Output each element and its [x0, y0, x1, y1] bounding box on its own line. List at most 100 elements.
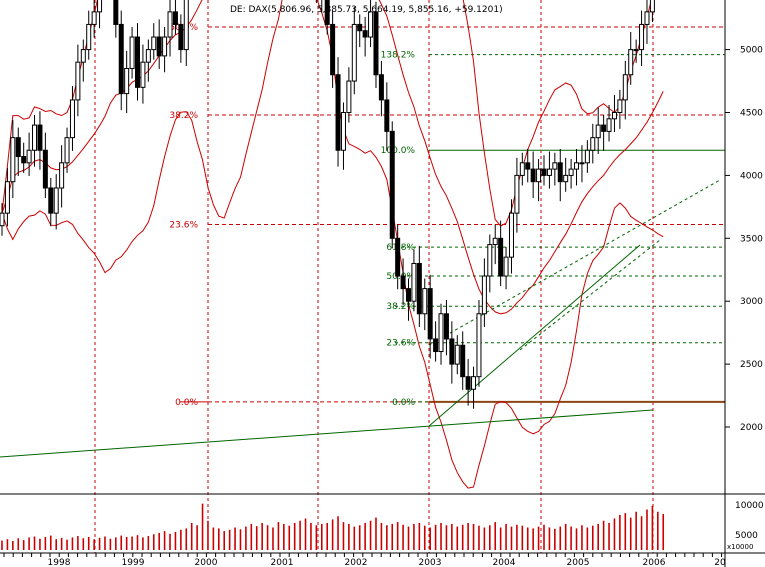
candle-body — [42, 149, 48, 189]
candle-body — [487, 244, 493, 277]
candle-body — [568, 168, 574, 176]
candle-body — [471, 376, 477, 390]
candle-body — [357, 23, 363, 32]
candles-layer — [0, 0, 655, 409]
candle-body — [48, 187, 54, 214]
chart-title: DE: DAX(5,806.96, 5,885.73, 5,664.19, 5,… — [230, 5, 503, 15]
candle-body — [368, 11, 374, 38]
time-tick-label: 2001 — [271, 558, 294, 567]
candle-body — [0, 212, 5, 227]
fib-bottom-label: 0.0% — [392, 398, 415, 408]
candle-body — [15, 137, 21, 158]
candle-body — [330, 23, 336, 76]
candle-body — [124, 67, 130, 95]
candle-body — [91, 11, 97, 25]
candle-body — [113, 0, 119, 25]
candle-body — [167, 11, 173, 38]
candle-body — [536, 168, 542, 183]
volume-tick-label: 10000 — [735, 501, 764, 511]
candle-body — [416, 262, 422, 315]
candle-body — [611, 112, 617, 120]
candle-body — [606, 118, 612, 132]
candle-body — [622, 74, 628, 101]
candle-body — [140, 61, 146, 88]
fib-bottom-label: 100.0% — [381, 146, 416, 156]
candle-body — [64, 137, 70, 164]
candle-body — [75, 61, 81, 101]
candle-body — [617, 99, 623, 113]
candle-body — [492, 237, 498, 246]
candle-body — [340, 112, 346, 151]
candle-body — [145, 49, 151, 63]
candle-body — [438, 313, 444, 353]
candle-body — [384, 99, 390, 132]
fib-top-label: 23.6% — [169, 220, 198, 230]
fib-top-label: 38.2% — [169, 111, 198, 121]
candle-body — [351, 23, 357, 82]
candle-body — [4, 181, 10, 214]
candle-body — [400, 275, 406, 290]
price-tick-label: 3000 — [740, 297, 763, 307]
fib-bottom-label: 61.8% — [386, 243, 415, 253]
candle-body — [21, 156, 27, 164]
candle-body — [373, 11, 379, 76]
candle-body — [552, 162, 558, 170]
candle-body — [97, 0, 103, 13]
time-tick-label: 2004 — [493, 558, 516, 567]
candle-body — [476, 313, 482, 378]
price-tick-label: 4000 — [740, 171, 763, 181]
volume-tick-label: 5000 — [735, 531, 758, 541]
time-tick-label: 2005 — [567, 558, 590, 567]
time-tick-label: 2000 — [195, 558, 218, 567]
time-tick-label: 2003 — [419, 558, 442, 567]
candle-body — [427, 288, 433, 340]
candle-body — [378, 74, 384, 101]
volume-unit-label: x10000 — [727, 543, 753, 551]
candle-body — [546, 168, 552, 176]
candle-body — [563, 174, 569, 183]
time-tick-label: 1999 — [122, 558, 145, 567]
candle-body — [584, 149, 590, 164]
price-tick-label: 3500 — [740, 234, 763, 244]
candle-body — [422, 288, 428, 315]
candle-body — [628, 49, 634, 76]
time-tick-label: 1998 — [48, 558, 71, 567]
volume-layer — [1, 503, 665, 550]
fib-bottom-label: 38.2% — [386, 302, 415, 312]
candle-body — [644, 11, 650, 25]
candle-body — [129, 36, 135, 69]
candle-body — [460, 344, 466, 378]
candle-body — [37, 124, 43, 151]
candle-body — [514, 174, 520, 214]
candle-body — [335, 74, 341, 151]
candle-body — [69, 99, 75, 139]
candle-body — [601, 124, 607, 132]
candle-body — [639, 23, 645, 51]
candle-body — [649, 0, 655, 13]
candle-body — [633, 49, 639, 52]
candle-body — [362, 30, 368, 38]
uptrend-line — [428, 244, 641, 427]
candle-body — [498, 237, 504, 277]
time-tick-label: 20 — [714, 558, 726, 567]
price-tick-label: 2500 — [740, 360, 763, 370]
fib-bottom-label: 23.6% — [386, 339, 415, 349]
candle-body — [118, 23, 124, 95]
candle-body — [530, 168, 536, 183]
candle-body — [162, 36, 168, 57]
candle-body — [395, 237, 401, 277]
candle-body — [406, 288, 411, 302]
candle-body — [172, 11, 178, 25]
time-tick-label: 2002 — [345, 558, 368, 567]
candle-body — [508, 212, 514, 258]
price-tick-label: 4500 — [740, 109, 763, 119]
candle-body — [411, 262, 417, 302]
candle-body — [557, 162, 563, 183]
candle-body — [541, 168, 547, 176]
candle-body — [324, 0, 330, 25]
time-tick-label: 2006 — [643, 558, 666, 567]
candle-body — [579, 162, 585, 165]
candle-body — [135, 36, 140, 88]
